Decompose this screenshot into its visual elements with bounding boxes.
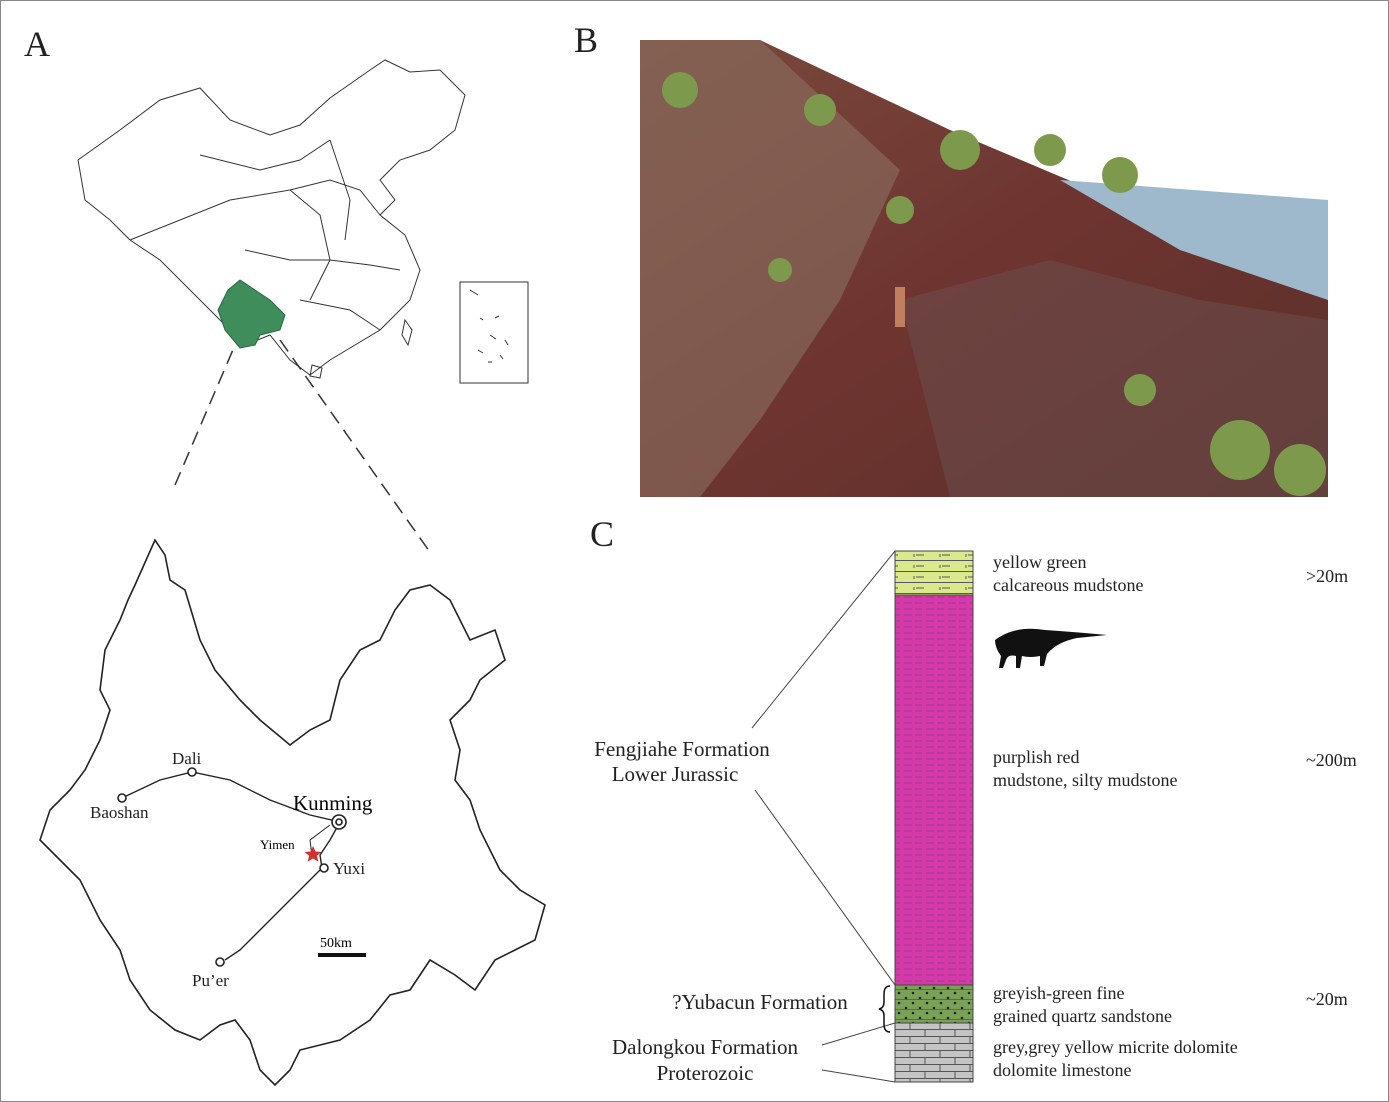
panel-label: A bbox=[24, 24, 50, 64]
thickness: >20m bbox=[1306, 566, 1348, 586]
formation: Fengjiahe Formation bbox=[594, 737, 770, 761]
formation: Proterozoic bbox=[657, 1061, 754, 1085]
field-photo bbox=[640, 40, 1328, 497]
figure: A B C Dali Baoshan Kunming Yimen Yuxi Pu… bbox=[0, 0, 1389, 1102]
lithology: greyish-green fine bbox=[993, 983, 1124, 1003]
lithology: yellow green bbox=[993, 552, 1086, 572]
lithology: grained quartz sandstone bbox=[993, 1006, 1172, 1026]
thickness: ~20m bbox=[1306, 989, 1348, 1009]
city-label: Yuxi bbox=[333, 859, 365, 878]
thickness: ~200m bbox=[1306, 750, 1357, 770]
panel-label: B bbox=[574, 20, 598, 60]
lithology: grey,grey yellow micrite dolomite bbox=[993, 1037, 1238, 1057]
city-label: Yimen bbox=[260, 837, 295, 852]
formation: ?Yubacun Formation bbox=[672, 990, 848, 1014]
formation: Lower Jurassic bbox=[612, 762, 739, 786]
city-label: Pu’er bbox=[192, 971, 229, 990]
lithology: dolomite limestone bbox=[993, 1060, 1131, 1080]
lithology: purplish red bbox=[993, 747, 1079, 767]
city-label: Dali bbox=[172, 749, 202, 768]
lithology: mudstone, silty mudstone bbox=[993, 770, 1178, 790]
scale-label: 50km bbox=[320, 936, 352, 951]
lithology: calcareous mudstone bbox=[993, 575, 1143, 595]
panel-label: C bbox=[590, 514, 614, 554]
city-label: Kunming bbox=[293, 791, 373, 815]
formation: Dalongkou Formation bbox=[612, 1035, 799, 1059]
city-label: Baoshan bbox=[90, 803, 149, 822]
